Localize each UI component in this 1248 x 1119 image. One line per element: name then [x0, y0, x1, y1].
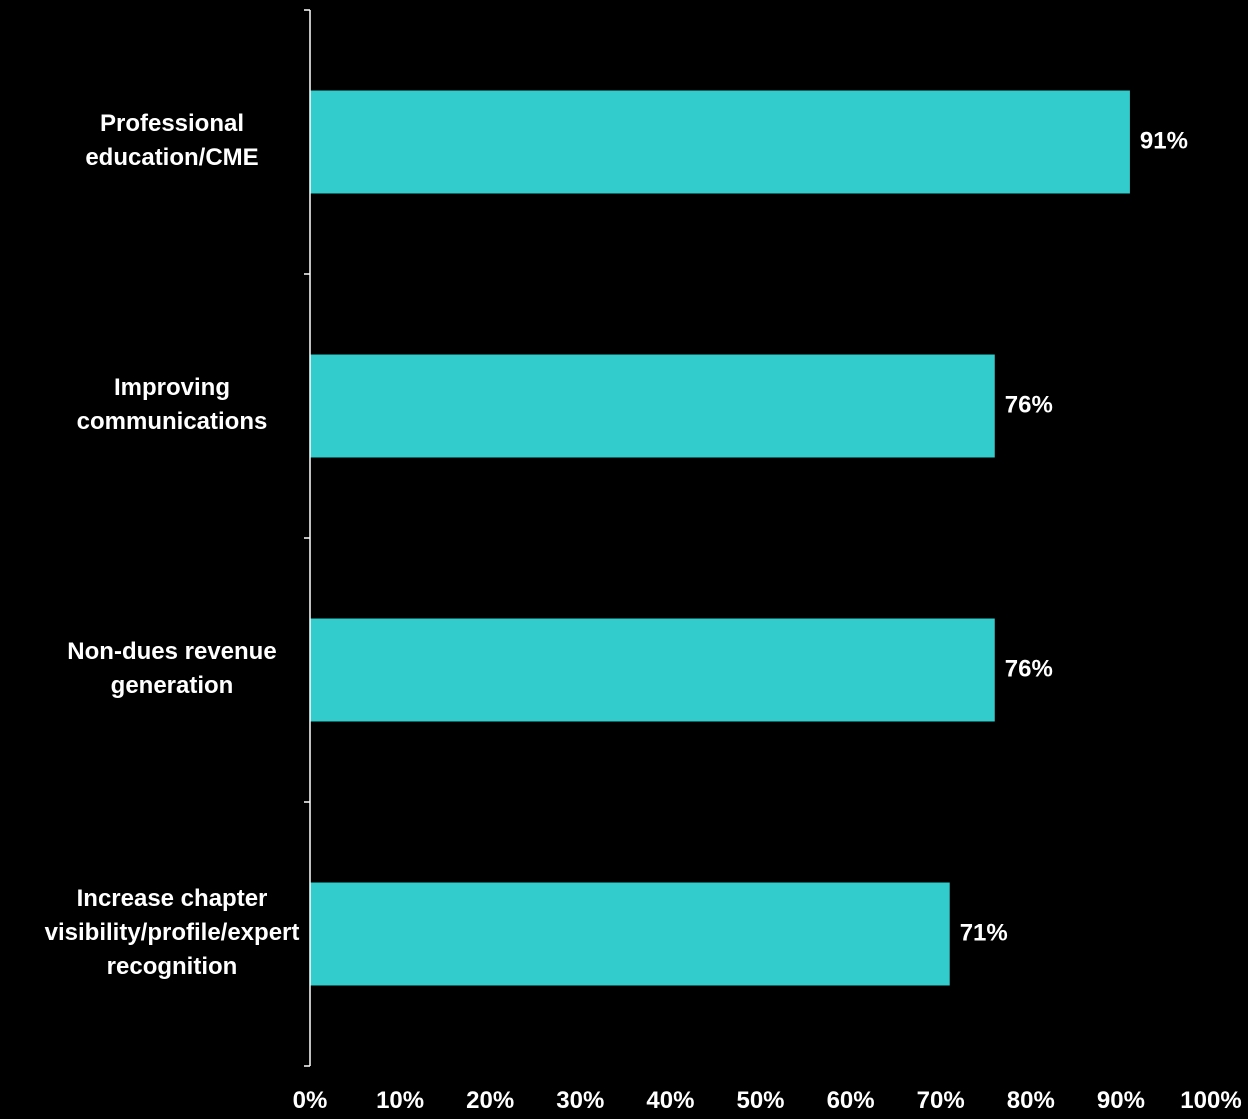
- x-tick-label: 50%: [736, 1087, 784, 1114]
- bar-3: [310, 618, 995, 722]
- value-label-1: 91%: [1140, 127, 1188, 154]
- x-tick-label: 40%: [646, 1087, 694, 1114]
- bar-1: [310, 90, 1130, 194]
- value-label-3: 76%: [1005, 655, 1053, 682]
- category-label-2: Improving communications: [77, 374, 268, 435]
- bar-4: [310, 882, 950, 986]
- x-tick-label: 10%: [376, 1087, 424, 1114]
- x-tick-labels-layer: 0% 10% 20% 30% 40% 50% 60% 70% 80% 90% 100%: [293, 1087, 1242, 1114]
- bars-layer: [310, 90, 1130, 986]
- x-tick-label: 20%: [466, 1087, 514, 1114]
- category-labels-layer: Professional education/CME Improving commun…: [45, 110, 300, 980]
- value-labels-layer: 91% 76% 76% 71%: [960, 127, 1188, 946]
- x-tick-label: 80%: [1007, 1087, 1055, 1114]
- category-label-3: Non-dues revenue generation: [67, 638, 276, 699]
- x-tick-label: 90%: [1097, 1087, 1145, 1114]
- value-label-2: 76%: [1005, 391, 1053, 418]
- value-label-4: 71%: [960, 919, 1008, 946]
- category-label-1: Professional education/CME: [85, 110, 258, 171]
- y-axis: [304, 9, 311, 1067]
- x-tick-label: 100%: [1180, 1087, 1241, 1114]
- bar-2: [310, 354, 995, 458]
- x-tick-label: 70%: [917, 1087, 965, 1114]
- x-tick-label: 30%: [556, 1087, 604, 1114]
- category-label-4: Increase chapter visibility/profile/exper…: [45, 885, 300, 980]
- x-tick-label: 0%: [293, 1087, 328, 1114]
- x-tick-label: 60%: [827, 1087, 875, 1114]
